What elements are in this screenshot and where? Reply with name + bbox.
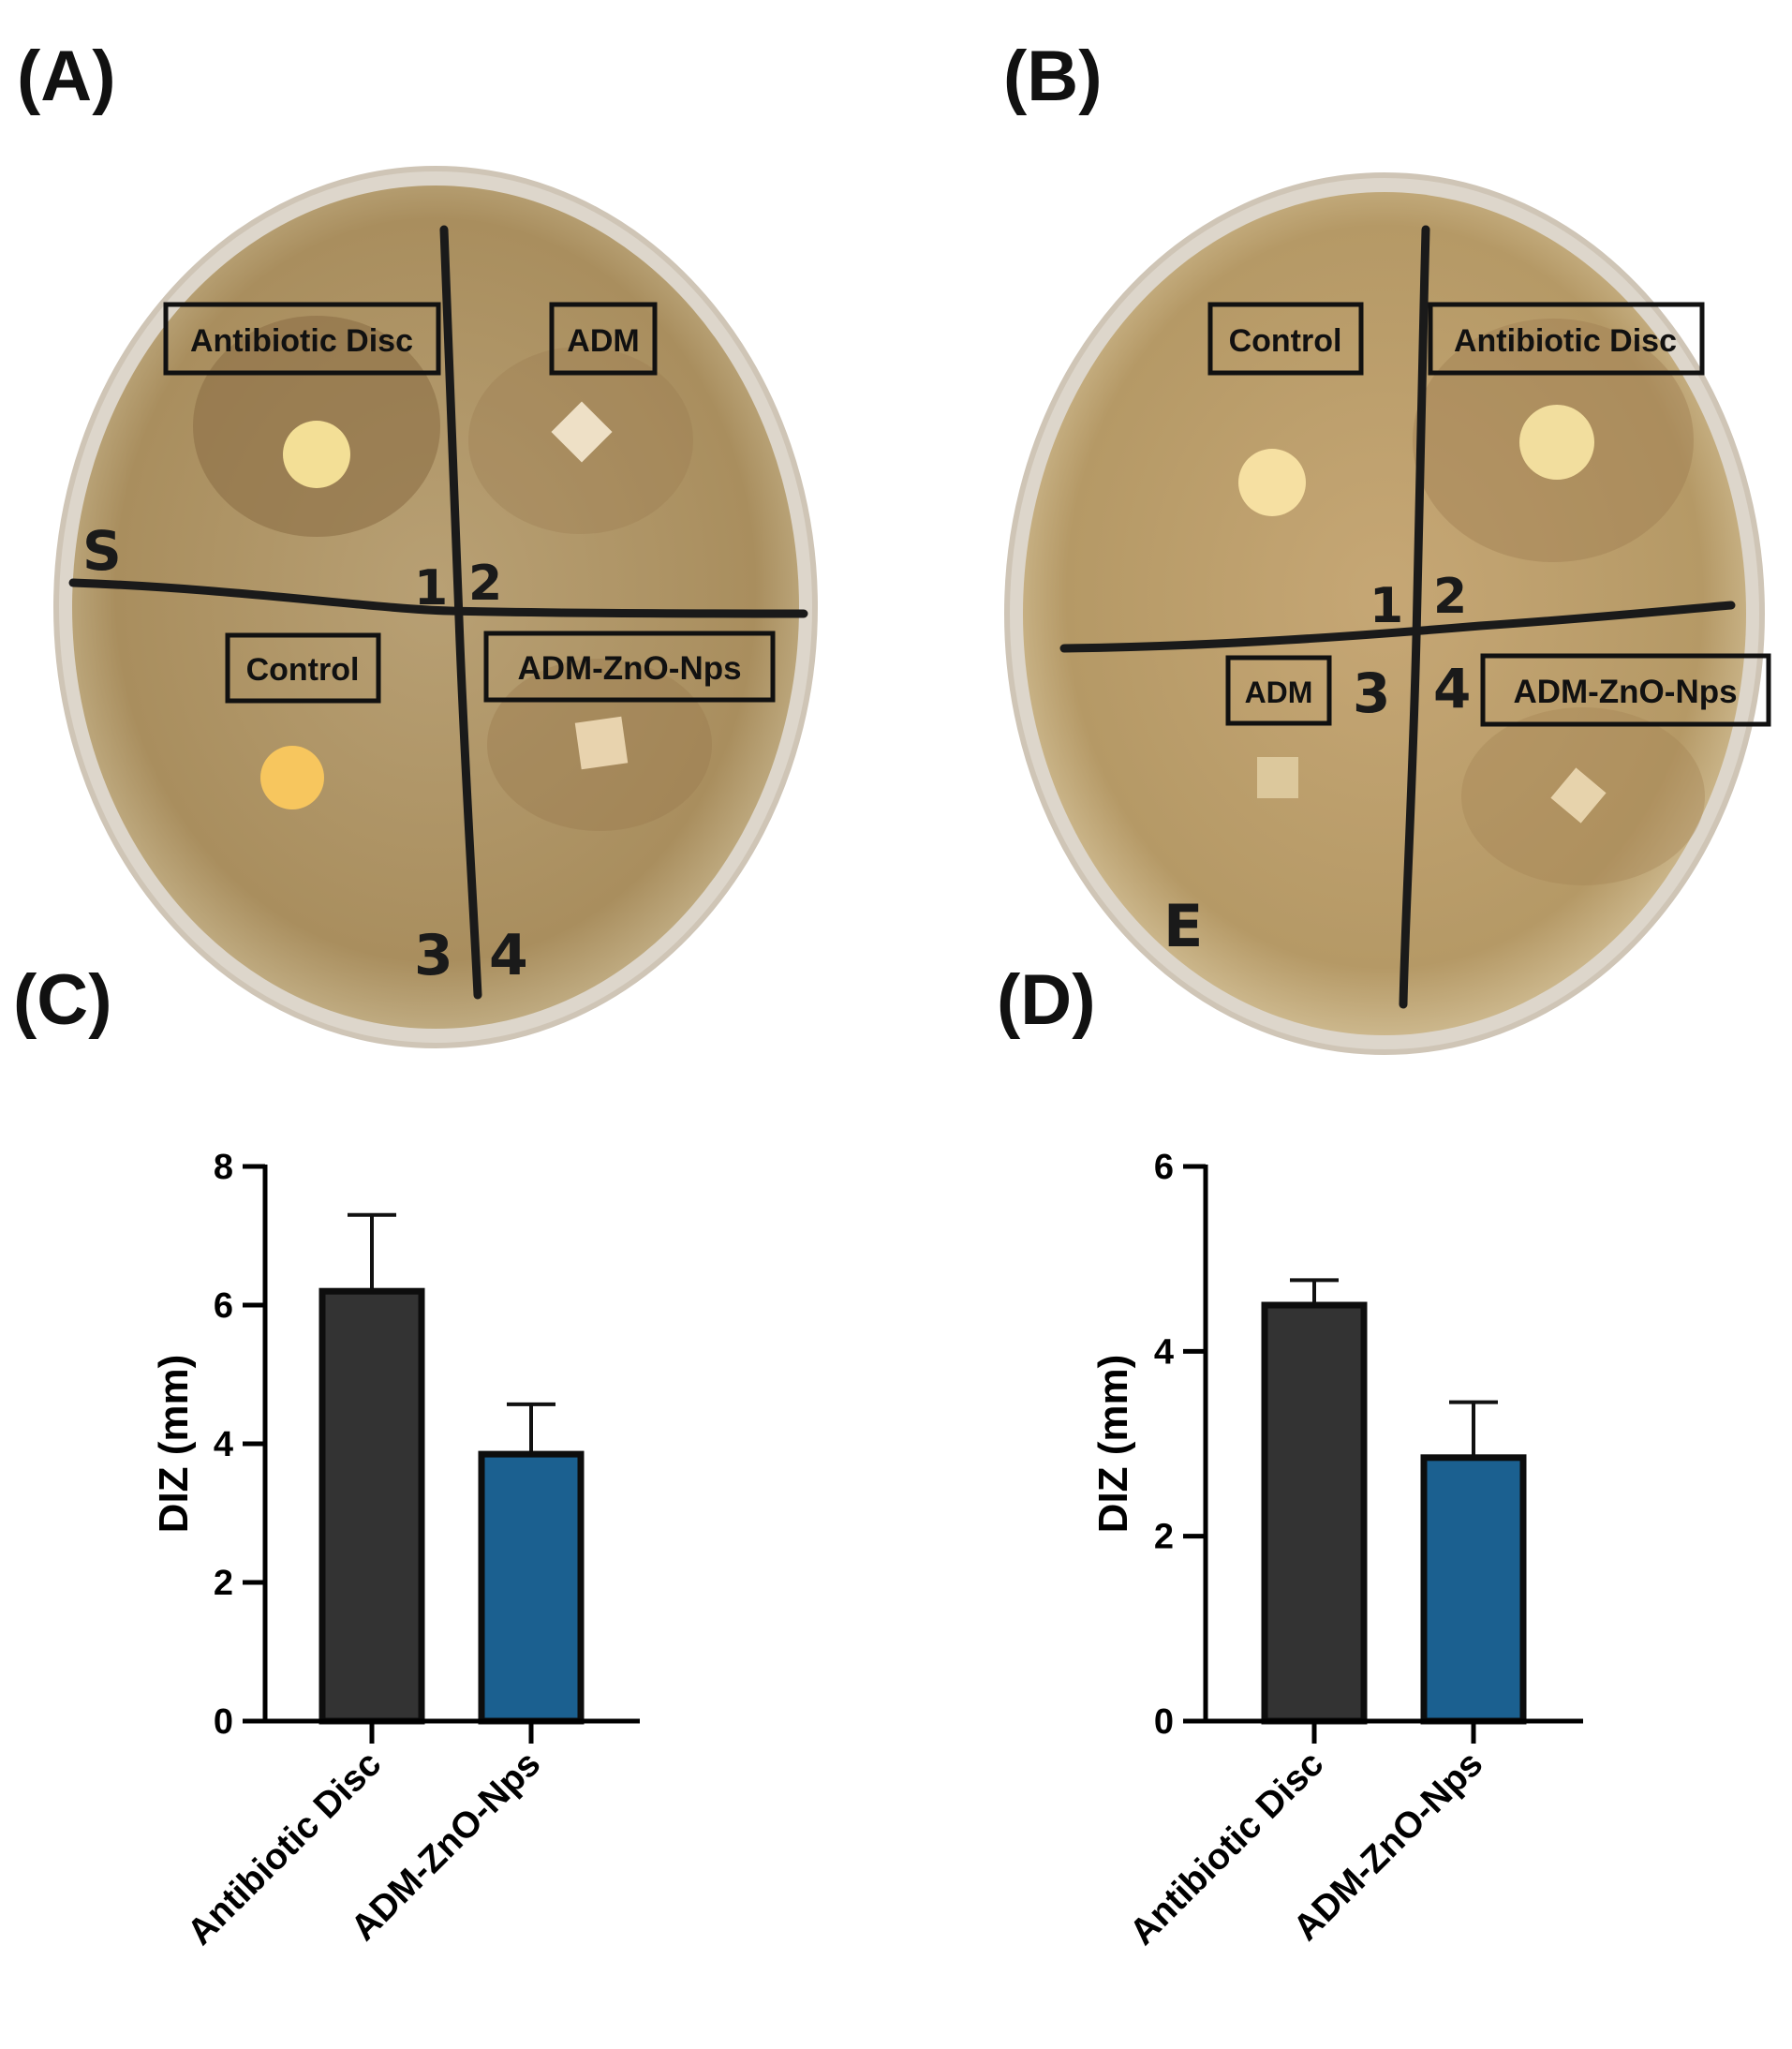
plate-b-handwriting: 1 2 3 4 E <box>1163 569 1471 960</box>
y-tick-label: 2 <box>1154 1518 1174 1557</box>
handwritten-q1-a: 1 <box>414 560 448 616</box>
plate-a-label-top-left: Antibiotic Disc <box>163 302 441 376</box>
plate-b-label-bottom-left: ADM <box>1225 655 1332 726</box>
plate-a-label-top-right: ADM <box>549 302 658 376</box>
handwritten-q3-b: 3 <box>1353 661 1390 725</box>
adm-sample <box>551 401 613 463</box>
y-tick-label: 4 <box>1154 1332 1174 1372</box>
plate-b-label-bottom-left-text: ADM <box>1245 676 1313 709</box>
plate-a-label-bottom-left-text: Control <box>246 652 360 688</box>
control-disc <box>260 746 324 809</box>
marker-line-vertical-b <box>1399 225 1430 1009</box>
antibiotic-disc <box>283 421 350 488</box>
plate-b-label-bottom-right-text: ADM-ZnO-Nps <box>1513 674 1737 710</box>
y-tick-label: 8 <box>214 1148 233 1187</box>
handwritten-q2-a: 2 <box>468 556 502 612</box>
y-axis-label: DIZ (mm) <box>151 1355 197 1534</box>
handwritten-mark-a: S <box>82 519 122 583</box>
plate-a-label-bottom-right: ADM-ZnO-Nps <box>483 631 776 703</box>
bar-0 <box>318 1287 425 1725</box>
handwritten-q4-b: 4 <box>1433 657 1471 720</box>
marker-line-horizontal-b <box>1059 601 1736 653</box>
plate-a-label-bottom-right-text: ADM-ZnO-Nps <box>517 650 741 687</box>
plate-a-label-bottom-left: Control <box>225 632 381 704</box>
plate-a-handwriting: 1 2 3 4 S <box>82 519 528 988</box>
antibiotic-disc-b <box>1519 405 1594 480</box>
petri-dish-b-agar <box>1023 192 1746 1035</box>
control-disc-b <box>1238 449 1306 516</box>
adm-zno-sample-b <box>1550 767 1607 824</box>
bar-0 <box>1261 1301 1368 1725</box>
y-tick-label: 2 <box>214 1564 233 1603</box>
adm-sample-b <box>1257 757 1298 798</box>
handwritten-q2-b: 2 <box>1433 569 1467 625</box>
panel-label-b: (B) <box>1003 37 1103 116</box>
plate-b-label-top-right-text: Antibiotic Disc <box>1454 323 1677 359</box>
handwritten-q1-b: 1 <box>1370 578 1403 634</box>
y-tick-label: 0 <box>214 1702 233 1742</box>
adm-zno-sample <box>574 716 629 770</box>
petri-dish-a: 1 2 3 4 S Antibiotic Disc ADM Control AD… <box>53 166 818 1048</box>
plate-a-label-top-left-text: Antibiotic Disc <box>190 323 413 359</box>
panel-label-a: (A) <box>17 37 116 116</box>
panel-label-d: (D) <box>997 960 1096 1040</box>
handwritten-q3-a: 3 <box>414 923 453 988</box>
marker-line-vertical-a <box>439 225 482 1000</box>
y-tick-label: 6 <box>1154 1148 1174 1187</box>
plate-b-label-top-left: Control <box>1207 302 1364 376</box>
y-axis-label: DIZ (mm) <box>1090 1355 1136 1534</box>
marker-line-horizontal-a <box>68 578 808 618</box>
handwritten-q4-a: 4 <box>489 923 528 988</box>
handwritten-mark-b: E <box>1163 892 1203 960</box>
y-tick-label: 4 <box>214 1425 233 1464</box>
y-tick-label: 6 <box>214 1286 233 1326</box>
plate-a-label-top-right-text: ADM <box>567 323 639 359</box>
petri-dish-b: 1 2 3 4 E Control Antibiotic Disc ADM AD… <box>1004 172 1771 1055</box>
y-tick-label: 0 <box>1154 1702 1174 1742</box>
panel-label-c: (C) <box>13 960 112 1040</box>
bar-1 <box>478 1450 585 1725</box>
plate-b-label-top-left-text: Control <box>1229 323 1342 359</box>
bar-1 <box>1420 1454 1527 1725</box>
plate-b-label-bottom-right: ADM-ZnO-Nps <box>1480 653 1771 727</box>
plate-b-label-top-right: Antibiotic Disc <box>1428 302 1705 376</box>
